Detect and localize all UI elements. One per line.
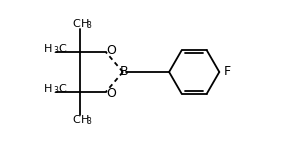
Text: 3: 3 (54, 86, 58, 95)
Text: H: H (80, 115, 89, 125)
Text: O: O (106, 87, 116, 100)
Text: O: O (106, 44, 116, 57)
Text: F: F (224, 66, 231, 78)
Text: 3: 3 (86, 116, 91, 126)
Text: C: C (72, 115, 80, 125)
Text: H: H (44, 84, 52, 94)
Text: C: C (58, 84, 66, 94)
Text: C: C (58, 44, 66, 54)
Text: H: H (44, 44, 52, 54)
Text: B: B (120, 66, 129, 78)
Text: C: C (72, 19, 80, 29)
Text: 3: 3 (54, 46, 58, 55)
Text: H: H (80, 19, 89, 29)
Text: 3: 3 (86, 21, 91, 30)
